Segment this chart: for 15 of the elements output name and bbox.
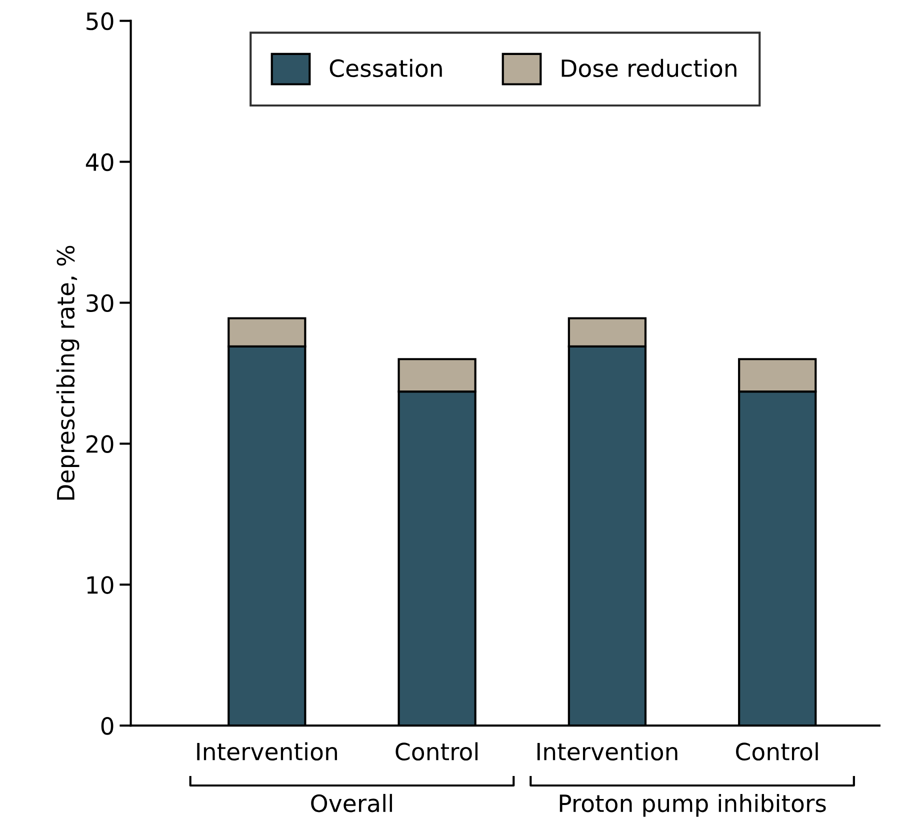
x-tick-label: Intervention — [197, 742, 337, 761]
legend-label: Cessation — [330, 58, 442, 78]
y-tick-label: 0 — [101, 717, 114, 735]
x-tick-label: Control — [736, 742, 818, 761]
y-axis-title: Deprescribing rate, % — [56, 246, 80, 500]
text: Overall — [311, 794, 392, 812]
y-tick-label: 40 — [86, 153, 114, 172]
y-tick-label: 20 — [86, 435, 114, 453]
legend-label: Dose reduction — [562, 58, 736, 78]
y-tick-label: 30 — [86, 294, 114, 312]
x-tick-label: Intervention — [537, 742, 678, 761]
text: Proton pump inhibitors — [560, 794, 826, 817]
y-tick-label: 10 — [87, 576, 114, 594]
x-tick-label: Control — [396, 742, 478, 761]
y-tick-label: 50 — [86, 12, 114, 30]
